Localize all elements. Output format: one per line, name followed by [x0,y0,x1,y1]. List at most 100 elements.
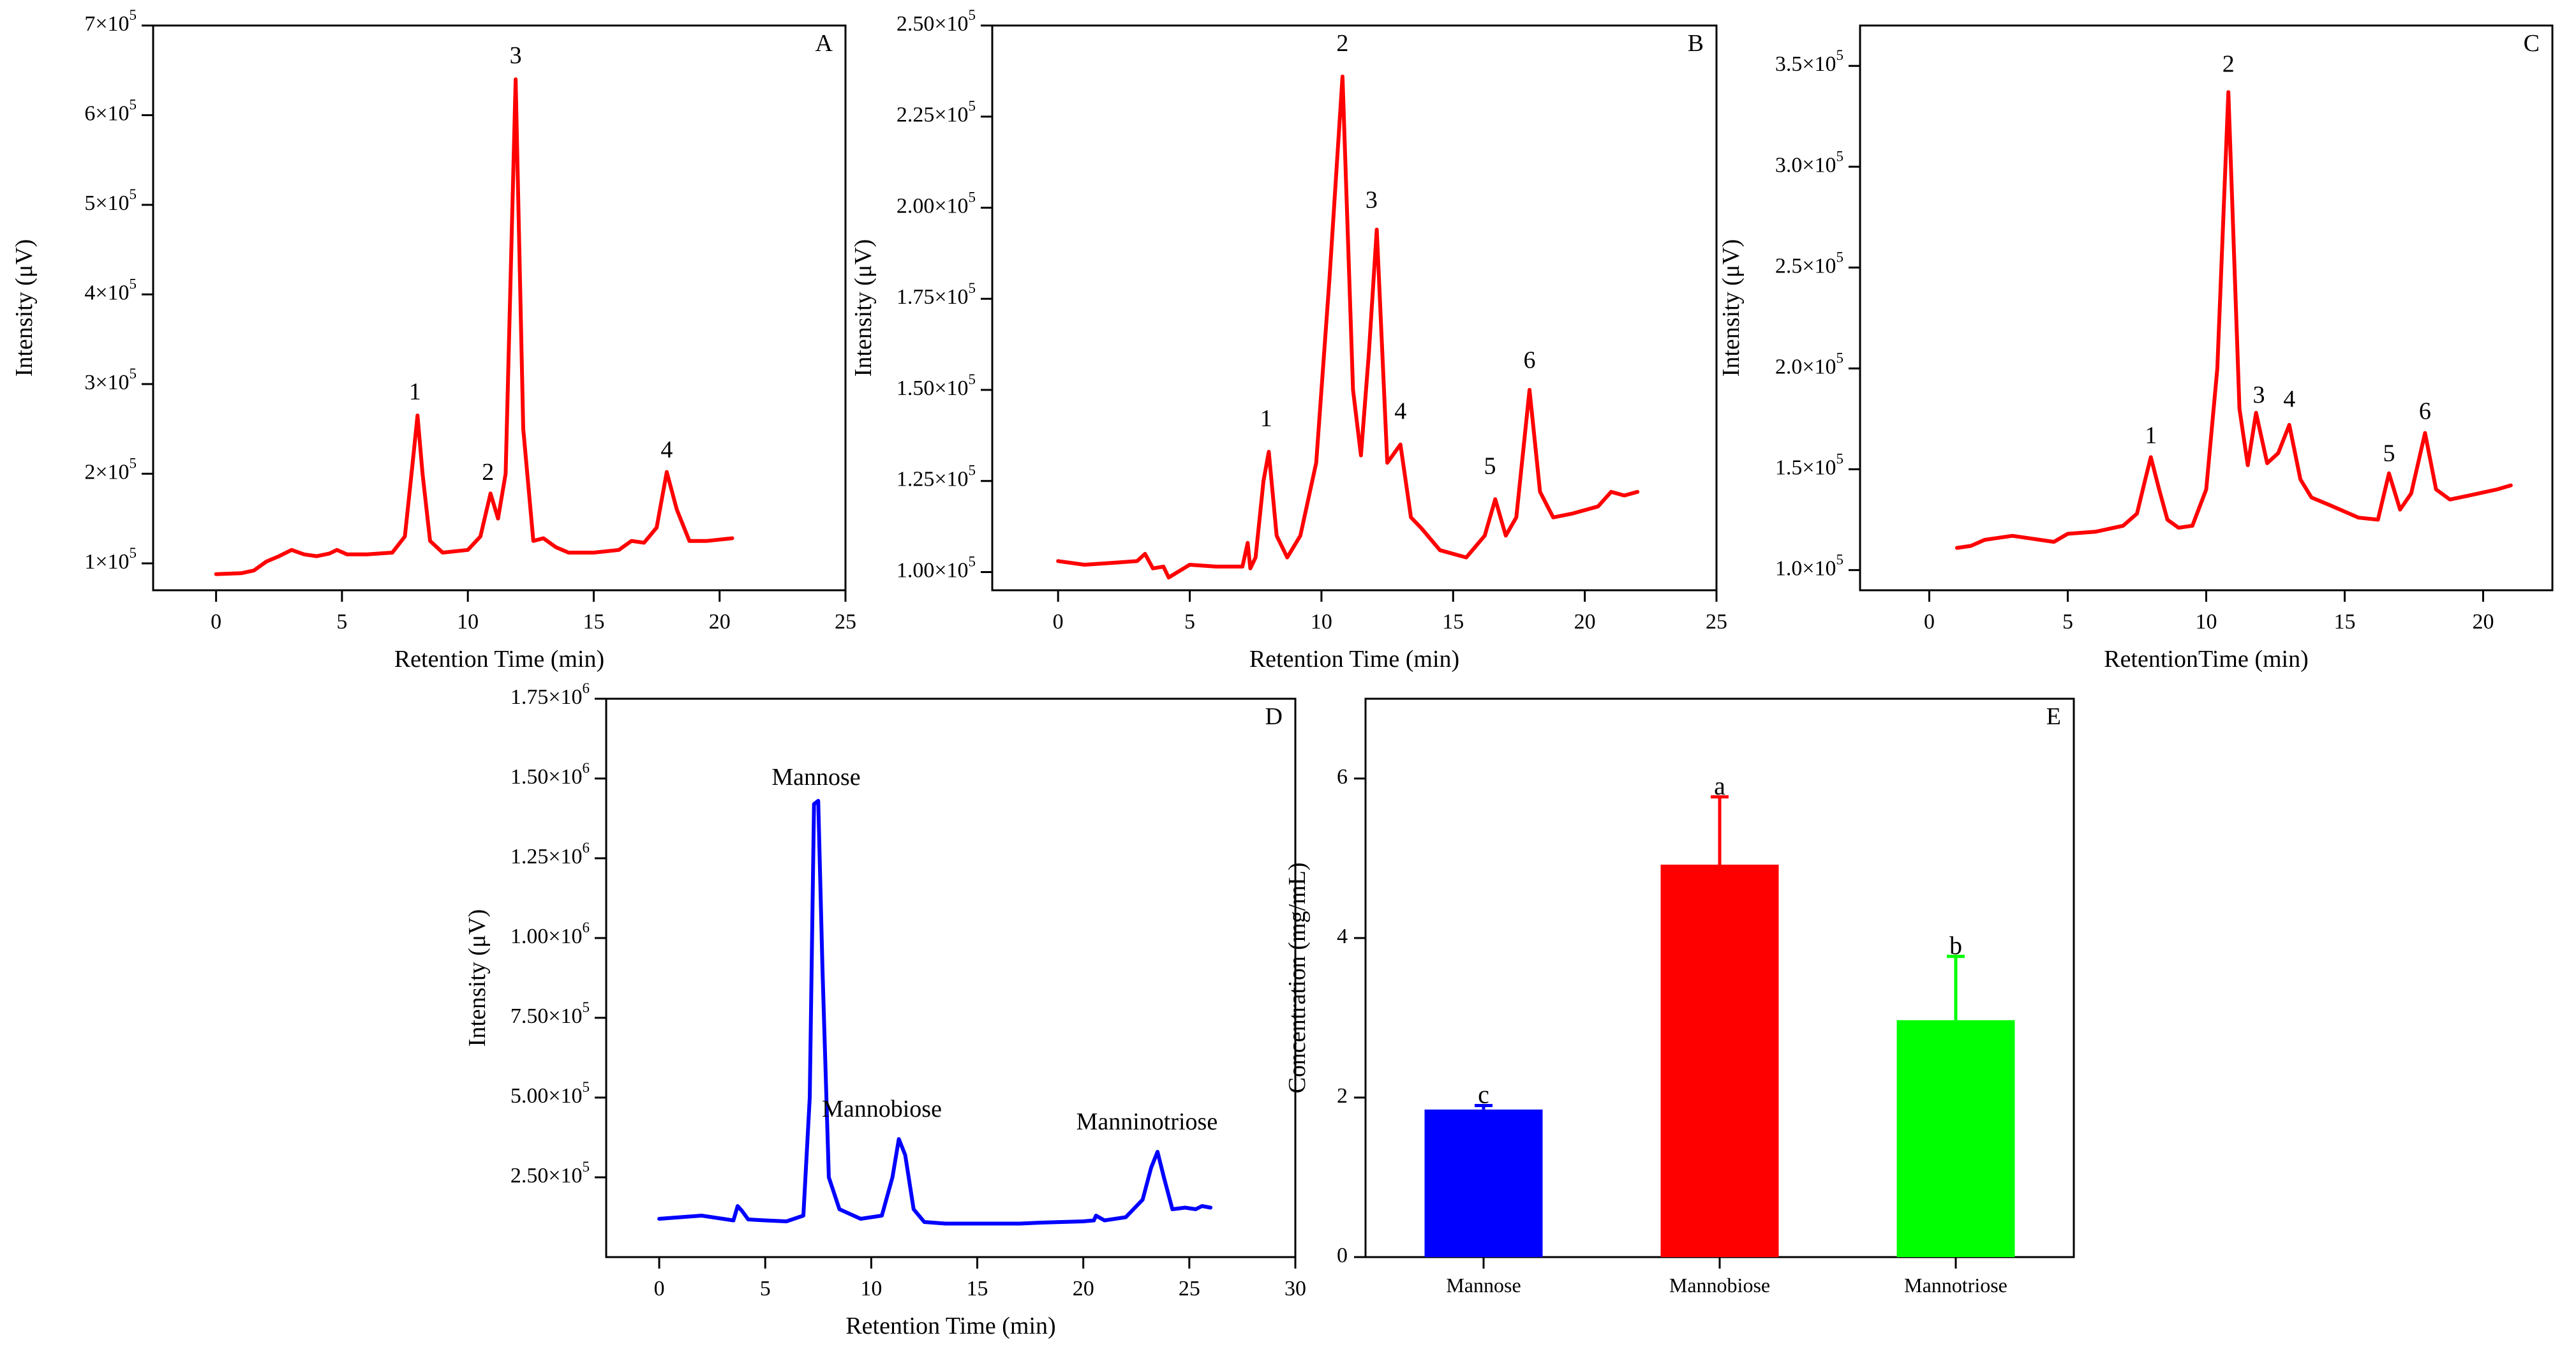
bar [1424,1109,1543,1257]
x-tick-label: 15 [583,610,604,634]
peak-label: 3 [510,42,522,69]
chromatogram-trace [1056,74,1640,579]
y-tick-label: 2.50×105 [897,7,976,36]
x-tick-label: 20 [709,610,731,634]
panel-label: D [1265,703,1283,730]
x-tick-label: 25 [1179,1277,1200,1300]
y-tick-label: 1.5×105 [1775,451,1843,480]
category-label: Mannobiose [1669,1274,1770,1297]
y-tick-label: 1.75×105 [897,281,976,309]
peak-label: 5 [1484,452,1496,479]
bar [1896,1020,2015,1257]
y-tick-label: 2.00×105 [897,190,976,218]
x-tick-label: 5 [2062,610,2073,634]
x-tick-label: 10 [457,610,479,634]
peak-label: 1 [2145,422,2157,449]
chromatogram-trace [214,77,734,576]
y-tick-label: 6×105 [84,97,137,126]
y-tick-label: 2.0×105 [1775,350,1843,379]
panel-d: D Intensity (μV) 0 5 10 15 20 25 30 2.50×105 5.00×… [464,680,1306,1339]
x-axis-label: Retention Time (min) [1249,646,1459,673]
x-tick-label: 20 [2473,610,2494,634]
x-tick-label: 15 [2334,610,2356,634]
y-tick-label: 3.0×105 [1775,149,1843,177]
peak-label: 6 [1523,347,1535,374]
y-axis-label: Concentration (mg/mL) [1284,863,1311,1094]
y-tick-label: 0 [1337,1244,1348,1267]
peak-label: 2 [1336,30,1348,57]
significance-letter: b [1949,931,1962,960]
y-tick-label: 5×105 [84,186,137,215]
x-tick-label: 0 [211,610,221,634]
y-axis-label: Intensity (μV) [1718,239,1745,377]
panel-label: C [2524,30,2540,57]
y-tick-label: 2 [1337,1084,1348,1108]
peak-label: 5 [2383,440,2395,467]
y-tick-label: 5.00×105 [510,1079,590,1108]
x-tick-label: 20 [1574,610,1596,634]
y-tick-label: 1.50×105 [897,371,976,400]
category-label: Mannose [1446,1274,1521,1297]
peak-label: 6 [2419,398,2431,424]
peak-label: 3 [1366,186,1378,213]
x-tick-label: 20 [1073,1277,1094,1300]
y-tick-label: 1.00×106 [510,920,590,948]
panel-label: A [815,30,833,57]
y-tick-label: 1.50×106 [510,760,590,789]
y-tick-label: 3×105 [84,366,137,394]
y-tick-label: 2.25×105 [897,98,976,127]
peak-label: 4 [660,436,673,463]
y-tick-label: 7×105 [84,7,137,36]
x-axis-label: RetentionTime (min) [2104,646,2309,673]
plot-frame [1859,24,2554,592]
x-tick-label: 0 [1053,610,1064,634]
y-axis-label: Intensity (μV) [850,239,877,377]
peak-label: 1 [409,378,421,405]
peak-label: Mannose [771,764,860,791]
x-tick-label: 10 [860,1277,882,1300]
y-axis-label: Intensity (μV) [11,239,38,377]
x-tick-label: 25 [835,610,856,634]
y-tick-label: 4 [1337,925,1348,948]
peak-label: 4 [2283,385,2295,412]
peak-label: Mannobiose [822,1096,942,1122]
peak-label: 2 [482,459,494,486]
significance-letter: a [1714,771,1725,800]
plot-frame [152,24,847,592]
x-tick-label: 30 [1284,1277,1306,1300]
x-tick-label: 5 [760,1277,771,1300]
x-tick-label: 25 [1706,610,1727,634]
panel-label: B [1688,30,1704,57]
y-tick-label: 1.25×106 [510,840,590,868]
y-tick-label: 2×105 [84,456,137,484]
y-tick-label: 4×105 [84,276,137,305]
panel-label: E [2046,703,2061,730]
x-tick-label: 5 [336,610,347,634]
panel-e: E Concentration (mg/mL) 0 2 4 6 c Mannose a Manno… [1284,697,2075,1297]
y-tick-label: 7.50×105 [510,999,590,1028]
y-tick-label: 1.0×105 [1775,552,1843,581]
peak-label: 4 [1394,398,1406,425]
chromatogram-trace [657,799,1213,1226]
plot-frame [991,24,1718,592]
y-tick-label: 1.25×105 [897,463,976,491]
y-tick-label: 2.50×105 [510,1159,590,1188]
x-tick-label: 10 [2196,610,2217,634]
y-axis-label: Intensity (μV) [464,909,491,1047]
x-tick-label: 5 [1184,610,1195,634]
x-tick-label: 15 [1442,610,1464,634]
panel-a: A Intensity (μV) 0 5 10 15 20 25 1×105 2×105 3×105… [11,7,856,673]
x-axis-label: Retention Time (min) [845,1313,1055,1339]
plot-frame [605,697,1297,1258]
y-tick-label: 1×105 [84,545,137,574]
y-tick-label: 1.00×105 [897,554,976,583]
x-tick-label: 0 [1924,610,1935,634]
x-axis-label: Retention Time (min) [394,646,604,673]
y-tick-label: 1.75×106 [510,680,590,709]
significance-letter: c [1478,1080,1489,1109]
peak-label: 1 [1260,405,1272,432]
peak-label: 3 [2252,382,2265,408]
